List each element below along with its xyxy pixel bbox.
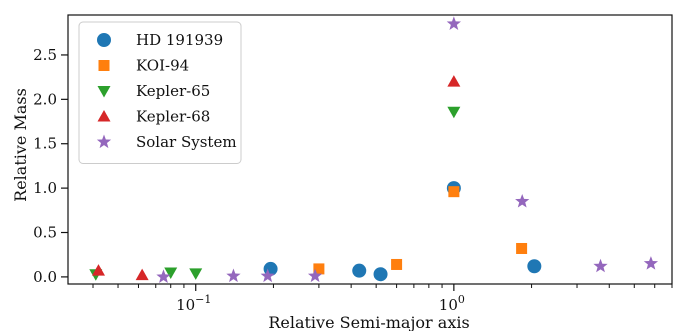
data-point-kepler-68 [447, 75, 461, 87]
data-point-koi-94 [448, 186, 460, 198]
legend-marker [97, 33, 111, 47]
data-point-hd-191939 [527, 259, 542, 274]
y-tick-label: 0.5 [33, 224, 57, 242]
x-axis-label: Relative Semi-major axis [268, 313, 469, 331]
x-tick-label: 100 [439, 293, 465, 314]
axes: 0.0 0.5 1.0 1.5 2.0 2.5 10−1 100 [33, 14, 673, 314]
data-point-koi-94 [391, 258, 403, 270]
legend-label: Kepler-65 [136, 82, 210, 100]
data-point-hd-191939 [373, 267, 388, 282]
y-tick-label: 0.0 [33, 268, 57, 286]
legend-label: KOI-94 [136, 57, 189, 75]
data-point-solar-system [226, 268, 241, 283]
data-point-solar-system [307, 268, 323, 283]
y-tick-label: 2.5 [33, 46, 57, 64]
y-tick-label: 1.5 [33, 135, 57, 153]
legend-label: Solar System [136, 133, 237, 151]
data-point-solar-system [515, 193, 530, 208]
data-point-solar-system [446, 16, 461, 30]
data-point-solar-system [156, 269, 171, 283]
y-tick-label: 1.0 [33, 179, 57, 197]
data-point-hd-191939 [352, 263, 367, 278]
data-point-kepler-68 [91, 264, 105, 276]
legend-marker [96, 134, 112, 149]
data-point-solar-system [593, 258, 608, 273]
data-point-solar-system [643, 256, 659, 270]
legend: HD 191939 KOI-94 Kepler-65 Kepler-68 Solar S… [78, 21, 242, 164]
plot-frame [67, 14, 673, 285]
y-tick-label: 2.0 [33, 90, 57, 108]
data-point-kepler-65 [189, 268, 203, 280]
x-tick-label: 10−1 [176, 293, 211, 314]
data-point-solar-system [260, 268, 275, 283]
data-points [89, 16, 659, 283]
legend-marker [97, 110, 111, 122]
legend-label: Kepler-68 [136, 108, 210, 126]
data-point-kepler-68 [135, 268, 149, 281]
legend-marker [98, 60, 110, 71]
data-point-koi-94 [516, 242, 528, 254]
legend-box [78, 21, 242, 164]
y-axis-label: Relative Mass [11, 88, 30, 202]
data-point-kepler-65 [447, 106, 461, 119]
data-point-koi-94 [313, 263, 325, 275]
legend-marker [97, 86, 111, 98]
legend-label: HD 191939 [136, 31, 223, 49]
data-point-kepler-65 [164, 267, 178, 279]
